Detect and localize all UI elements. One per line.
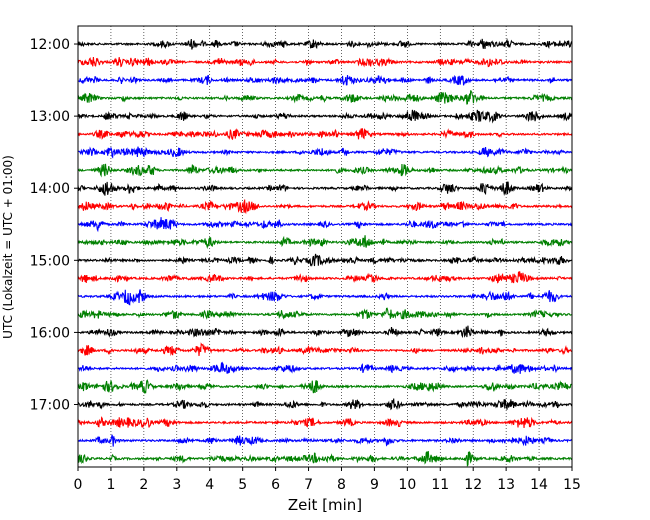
x-tick-label: 7 — [304, 477, 313, 493]
trace-line — [77, 128, 573, 141]
x-tick-label: 5 — [238, 477, 247, 493]
x-tick-label: 6 — [271, 477, 280, 493]
y-tick-label: 13:00 — [30, 109, 70, 125]
x-tick-label: 0 — [74, 477, 83, 493]
trace-line — [77, 342, 573, 357]
trace-line — [77, 235, 572, 250]
trace-line — [77, 434, 573, 447]
x-tick-label: 3 — [172, 477, 181, 493]
seismic-traces — [77, 38, 573, 467]
trace-line — [77, 109, 573, 124]
x-tick-label: 15 — [563, 477, 581, 493]
trace-line — [77, 271, 572, 284]
trace-line — [77, 163, 573, 178]
trace-line — [77, 56, 573, 68]
plot-frame — [77, 25, 573, 468]
trace-line — [77, 307, 572, 320]
trace-line — [77, 379, 573, 394]
y-tick-label: 17:00 — [30, 398, 70, 414]
x-tick-label: 4 — [205, 477, 214, 493]
x-tick-label: 13 — [497, 477, 515, 493]
x-tick-label: 12 — [464, 477, 482, 493]
trace-line — [77, 450, 572, 467]
y-axis: 12:00 13:00 14:00 15:00 16:00 17:00 — [30, 37, 78, 414]
x-tick-label: 2 — [139, 477, 148, 493]
y-tick-label: 14:00 — [30, 181, 70, 197]
x-tick-label: 11 — [431, 477, 449, 493]
x-tick-label: 9 — [370, 477, 379, 493]
trace-line — [77, 146, 573, 159]
trace-line — [77, 90, 573, 105]
x-axis: 0 1 2 3 4 5 6 7 8 9 10 11 12 13 14 15 — [74, 467, 581, 493]
y-tick-label: 15:00 — [30, 253, 70, 269]
x-tick-label: 14 — [530, 477, 548, 493]
y-tick-label: 12:00 — [30, 37, 70, 53]
trace-line — [77, 181, 573, 196]
trace-line — [77, 74, 573, 86]
trace-line — [77, 253, 573, 267]
trace-line — [77, 398, 573, 411]
x-axis-label: Zeit [min] — [288, 496, 362, 514]
trace-line — [77, 38, 573, 50]
trace-line — [77, 199, 573, 215]
y-tick-label: 16:00 — [30, 325, 70, 341]
trace-line — [77, 416, 573, 429]
trace-line — [77, 289, 573, 306]
y-axis-label: UTC (Lokalzeit = UTC + 01:00) — [1, 155, 15, 339]
plot-area — [78, 26, 572, 467]
x-tick-label: 10 — [398, 477, 416, 493]
trace-line — [77, 325, 573, 339]
x-tick-label: 8 — [337, 477, 346, 493]
trace-line — [77, 361, 572, 374]
x-tick-label: 1 — [106, 477, 115, 493]
trace-line — [77, 217, 573, 233]
